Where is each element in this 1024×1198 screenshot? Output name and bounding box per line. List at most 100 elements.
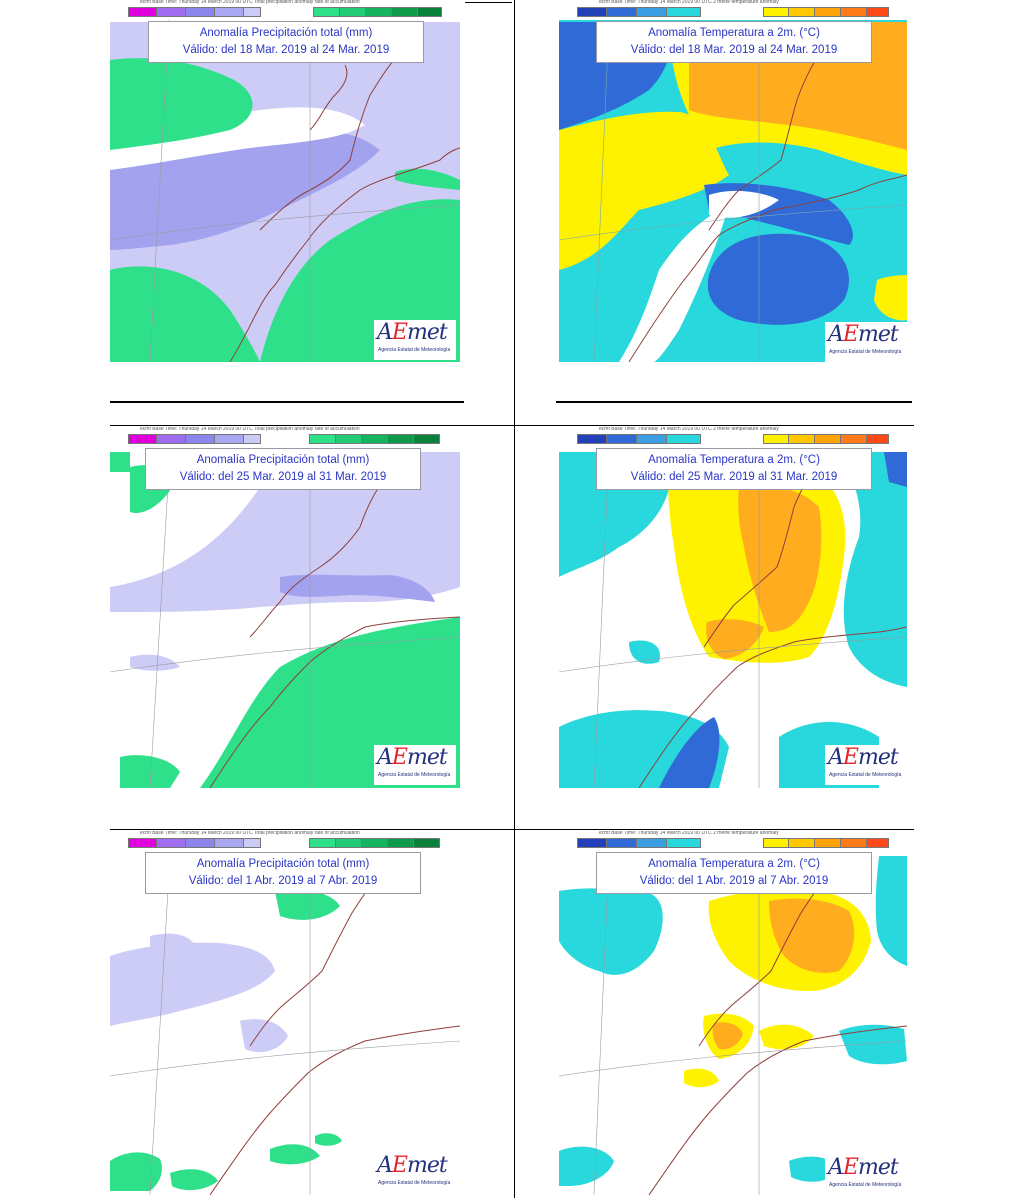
aemet-logo: AEmet Agencia Estatal de Meteorología [374, 320, 456, 360]
legend-bar: ecmf Base Time: Thursday 14 March 2019 0… [559, 0, 907, 20]
precip-wet-region [110, 1152, 162, 1191]
legend-swatch [763, 838, 789, 848]
map-panel-precip-week1: ecmf Base Time: Thursday 14 March 2019 0… [110, 0, 460, 362]
legend-swatch [309, 838, 336, 848]
temp-cold-region [559, 888, 663, 975]
map-title: Anomalía Precipitación total (mm) [196, 454, 370, 466]
map-title-box: Anomalía Temperatura a 2m. (°C) Válido: … [596, 852, 872, 894]
legend-swatch [186, 7, 215, 17]
legend-bar: ecmf Base Time: Thursday 14 March 2019 0… [110, 831, 460, 851]
vertical-divider [514, 0, 515, 1198]
legend-swatch [362, 434, 388, 444]
legend-swatch [815, 7, 841, 17]
coastline [648, 1025, 907, 1195]
legend-swatch [414, 434, 440, 444]
graticule [110, 855, 460, 1195]
run-header: ecmf Base Time: Thursday 14 March 2019 0… [140, 427, 360, 432]
map-title-box: Anomalía Precipitación total (mm) Válido… [148, 21, 424, 63]
aemet-logo: AEmet Agencia Estatal de Meteorología [825, 745, 907, 785]
precip-moderate-region [280, 574, 435, 602]
legend-swatch [607, 7, 637, 17]
map-panel-temp-week3: ecmf Base Time: Thursday 14 March 2019 0… [559, 831, 907, 1195]
precip-wet-region [170, 1169, 218, 1191]
map-panel-temp-week2: ecmf Base Time: Thursday 14 March 2019 0… [559, 427, 907, 788]
coastline [698, 870, 832, 1047]
legend-bar: ecmf Base Time: Thursday 14 March 2019 0… [559, 427, 907, 447]
legend-swatch [577, 7, 607, 17]
logo-subtitle: Agencia Estatal de Meteorología [378, 347, 451, 353]
legend-swatch [637, 7, 667, 17]
legend-bar: ecmf Base Time: Thursday 14 March 2019 0… [110, 0, 460, 20]
legend-swatch [667, 7, 701, 17]
legend-swatch [607, 434, 637, 444]
map-title: Anomalía Temperatura a 2m. (°C) [648, 27, 820, 39]
graticule [559, 855, 907, 1195]
map-title: Anomalía Temperatura a 2m. (°C) [648, 454, 820, 466]
run-header: ecmf Base Time: Thursday 14 March 2019 0… [599, 427, 779, 432]
temp-cold-region [559, 1146, 614, 1186]
temp-cold-region [839, 1024, 907, 1065]
legend-swatch [815, 838, 841, 848]
run-header: ecmf Base Time: Thursday 14 March 2019 0… [140, 831, 360, 836]
logo-subtitle: Agencia Estatal de Meteorología [829, 1182, 902, 1188]
map-valid-dates: Válido: del 25 Mar. 2019 al 31 Mar. 2019 [630, 471, 838, 483]
temp-neutral-patch [709, 190, 779, 218]
legend-swatch [128, 434, 157, 444]
graticule [559, 451, 907, 788]
temp-warm-region [874, 275, 907, 321]
precip-wet-region [315, 1133, 342, 1146]
legend-swatch [577, 838, 607, 848]
map-panel-precip-week2: ecmf Base Time: Thursday 14 March 2019 0… [110, 427, 460, 788]
run-header: ecmf Base Time: Thursday 14 March 2019 0… [599, 831, 779, 836]
temp-blue-region [884, 452, 907, 487]
aemet-logo: AEmet Agencia Estatal de Meteorología [374, 745, 456, 785]
coastline [708, 39, 830, 231]
legend-swatch [867, 434, 889, 444]
legend-swatch [815, 434, 841, 444]
coastline [209, 1025, 460, 1195]
temp-blue-region [659, 717, 720, 788]
legend-bar: ecmf Base Time: Thursday 14 March 2019 0… [559, 831, 907, 851]
map-title-box: Anomalía Precipitación total (mm) Válido… [145, 852, 421, 894]
coastline [249, 870, 383, 1047]
legend-swatch [637, 434, 667, 444]
precip-wet-region [110, 452, 130, 472]
legend-swatch [789, 838, 815, 848]
logo-wordmark: AEmet [828, 1155, 899, 1180]
logo-wordmark: AEmet [377, 745, 448, 770]
logo-subtitle: Agencia Estatal de Meteorología [829, 772, 902, 778]
legend-swatch [577, 434, 607, 444]
logo-wordmark: AEmet [828, 322, 899, 347]
map-title: Anomalía Precipitación total (mm) [199, 27, 373, 39]
aemet-logo: AEmet Agencia Estatal de Meteorología [374, 1153, 456, 1193]
aemet-logo: AEmet Agencia Estatal de Meteorología [825, 322, 907, 362]
legend-bar: ecmf Base Time: Thursday 14 March 2019 0… [110, 427, 460, 447]
precip-wet-region [395, 168, 460, 190]
map-title: Anomalía Temperatura a 2m. (°C) [648, 858, 820, 870]
coastline [259, 44, 411, 231]
legend-swatch [340, 7, 366, 17]
logo-subtitle: Agencia Estatal de Meteorología [378, 1180, 451, 1186]
temp-cold-region [707, 233, 849, 325]
coastline [309, 64, 348, 131]
precip-wet-region [270, 1144, 320, 1165]
temp-cold-region [875, 856, 907, 966]
legend-swatch [309, 434, 336, 444]
logo-wordmark: AEmet [377, 320, 448, 345]
map-valid-dates: Válido: del 1 Abr. 2019 al 7 Abr. 2019 [188, 875, 378, 887]
legend-swatch [313, 7, 340, 17]
legend-swatch [362, 838, 388, 848]
precip-light-region [110, 452, 460, 612]
logo-subtitle: Agencia Estatal de Meteorología [829, 349, 902, 355]
temp-warm-region [684, 1068, 719, 1088]
temp-warm-strong-region [712, 1022, 743, 1050]
legend-swatch [157, 434, 186, 444]
aemet-logo: AEmet Agencia Estatal de Meteorología [825, 1155, 907, 1195]
legend-swatch [157, 838, 186, 848]
temp-warm-region [559, 111, 729, 270]
coastline [249, 481, 383, 638]
legend-swatch [763, 7, 789, 17]
legend-swatch [186, 838, 215, 848]
legend-swatch [867, 7, 889, 17]
legend-swatch [637, 838, 667, 848]
